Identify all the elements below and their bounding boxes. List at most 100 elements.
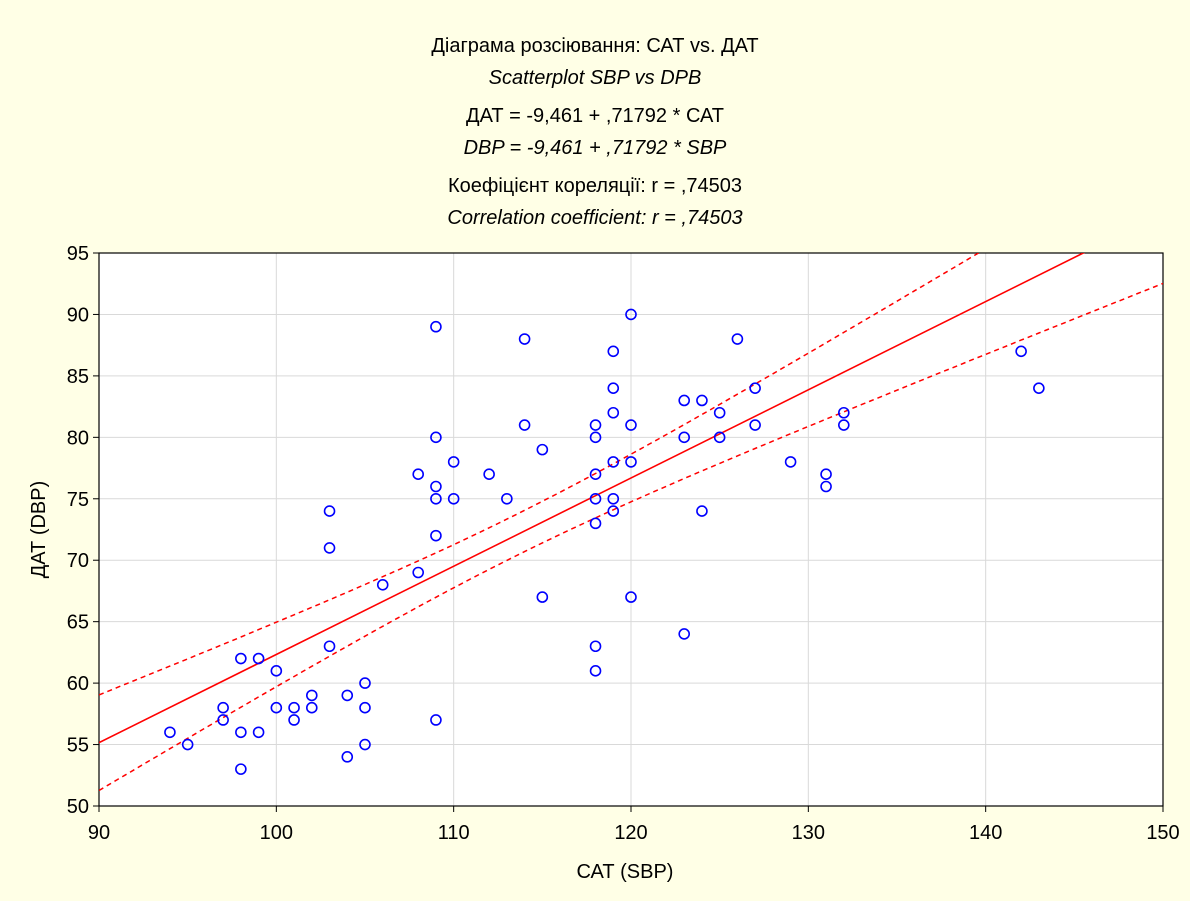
data-point [252, 726, 265, 739]
data-point [820, 480, 832, 493]
data-point [589, 640, 602, 653]
data-point [235, 763, 247, 775]
data-point [359, 677, 371, 689]
y-tick-label: 85 [67, 366, 89, 388]
y-tick-label: 70 [67, 550, 89, 572]
regression-equation: ДАТ = -9,461 + ,71792 * САТ [466, 105, 724, 127]
x-tick-label: 140 [969, 822, 1002, 844]
y-tick-label: 55 [67, 735, 89, 757]
data-point [607, 505, 620, 517]
data-point [430, 480, 442, 493]
y-tick-label: 60 [67, 673, 89, 695]
data-point [589, 431, 602, 444]
data-point [678, 394, 691, 407]
y-tick-label: 80 [67, 427, 89, 449]
data-point [749, 382, 761, 394]
data-point [713, 406, 726, 419]
data-point [164, 726, 176, 739]
x-axis-label: САТ (SBP) [577, 861, 674, 883]
regression-equation-english: DBP = -9,461 + ,71792 * SBP [463, 137, 727, 159]
regression-line [99, 253, 1086, 744]
data-point [235, 726, 247, 739]
data-point [430, 529, 442, 542]
chart-title: Діаграма розсіювання: САТ vs. ДАТ [431, 35, 759, 57]
y-tick-label: 95 [67, 243, 89, 265]
data-point [713, 431, 726, 444]
data-point [696, 505, 708, 517]
data-point [607, 492, 620, 505]
data-point [430, 320, 442, 333]
data-point [447, 456, 460, 468]
data-point [376, 578, 389, 591]
y-tick-label: 50 [67, 796, 89, 818]
data-point [678, 431, 691, 444]
data-point [323, 542, 336, 554]
x-tick-label: 120 [614, 822, 647, 844]
data-point [412, 566, 425, 579]
data-point [323, 505, 336, 517]
x-tick-label: 130 [792, 822, 825, 844]
data-point [589, 492, 602, 505]
y-tick-label: 75 [67, 489, 89, 511]
data-point [305, 689, 318, 702]
data-point [288, 714, 300, 726]
data-point [589, 419, 602, 431]
data-point [678, 628, 691, 640]
x-tick-label: 150 [1146, 822, 1179, 844]
x-tick-label: 100 [260, 822, 293, 844]
confidence-band-upper [99, 253, 980, 696]
y-tick-label: 90 [67, 304, 89, 326]
data-point [430, 714, 442, 726]
data-point [483, 468, 495, 481]
data-point [625, 419, 637, 431]
data-point [536, 443, 549, 456]
confidence-band-lower [99, 282, 1163, 792]
data-point [589, 468, 602, 481]
data-point [518, 419, 531, 431]
data-point [217, 714, 229, 726]
data-point [784, 456, 797, 468]
data-point [181, 738, 194, 751]
correlation-coefficient-english: Correlation coefficient: r = ,74503 [447, 207, 743, 229]
correlation-coefficient: Коефіцієнт кореляції: r = ,74503 [447, 175, 743, 197]
data-point [607, 456, 620, 468]
data-point [359, 701, 371, 714]
data-point [749, 419, 761, 431]
data-point [536, 591, 549, 603]
data-point [252, 652, 265, 665]
data-point [270, 665, 283, 677]
x-tick-label: 110 [438, 822, 470, 844]
data-point [288, 701, 300, 714]
data-point [820, 468, 832, 481]
data-point [837, 406, 850, 419]
data-point [607, 406, 620, 419]
y-axis-label: ДАТ (DBP) [28, 481, 50, 579]
y-tick-label: 65 [67, 612, 89, 634]
data-point [696, 394, 708, 407]
data-point [837, 419, 850, 431]
data-point [270, 701, 283, 714]
data-point [589, 665, 602, 677]
data-point [625, 456, 637, 468]
data-point [359, 738, 371, 751]
data-point [430, 431, 442, 444]
data-point [1033, 382, 1045, 394]
data-point [625, 591, 637, 603]
data-point [323, 640, 336, 653]
data-point [731, 333, 744, 345]
data-point [1015, 345, 1027, 358]
data-point [607, 382, 620, 394]
data-point [518, 333, 531, 345]
data-point [412, 468, 425, 481]
data-point [341, 689, 354, 702]
x-tick-label: 90 [88, 822, 110, 844]
chart-title-english: Scatterplot SBP vs DPB [488, 67, 702, 89]
data-point [447, 492, 460, 505]
data-point [589, 517, 602, 530]
data-point [341, 751, 354, 763]
data-point [235, 652, 247, 665]
data-point [607, 345, 620, 358]
data-point [305, 701, 318, 714]
